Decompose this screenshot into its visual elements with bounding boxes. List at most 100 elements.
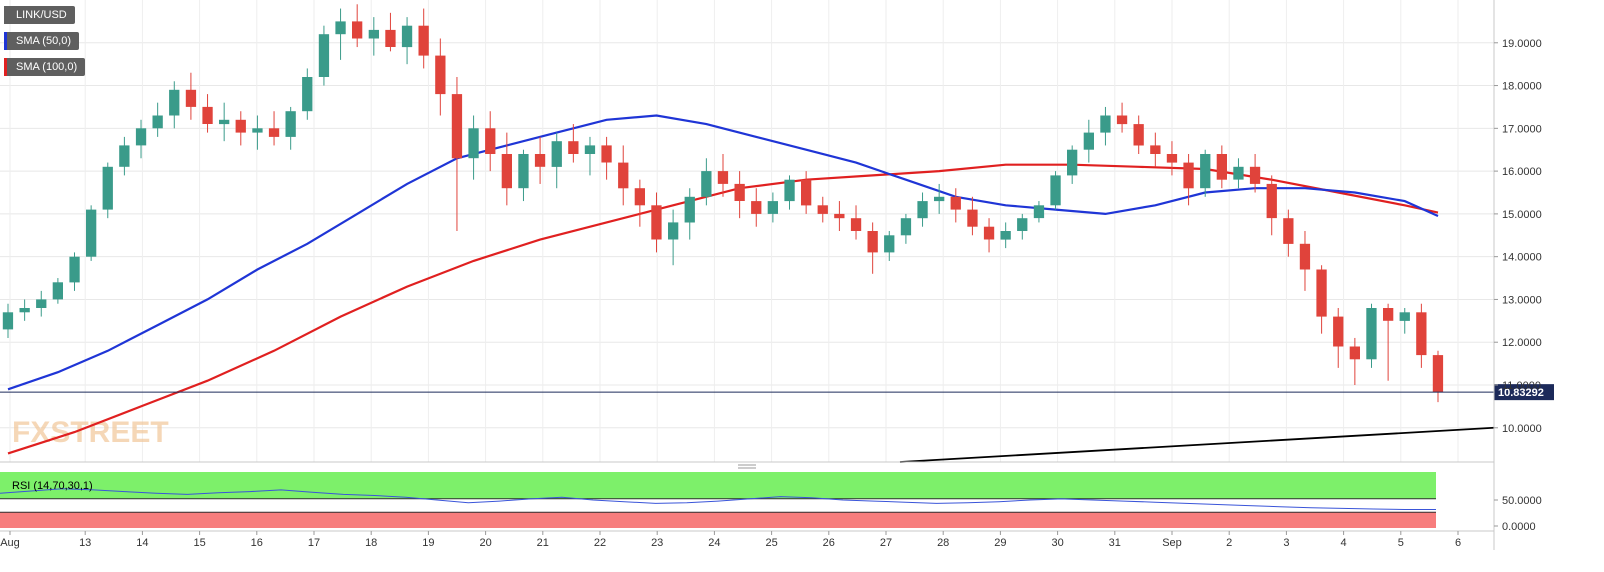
sma100-swatch xyxy=(4,58,7,76)
candle-up xyxy=(318,34,330,77)
x-tick-label: 23 xyxy=(651,537,663,549)
candle-up xyxy=(584,145,596,154)
candle-up xyxy=(468,128,479,159)
y-tick-label: 11.0000 xyxy=(1502,380,1541,392)
candle-down xyxy=(618,162,629,189)
candle-down xyxy=(967,209,978,227)
candle-down xyxy=(983,226,995,240)
candle-down xyxy=(1116,115,1128,125)
candle-down xyxy=(634,188,645,206)
candle-down xyxy=(1183,162,1194,189)
x-tick-label: 5 xyxy=(1398,537,1404,549)
candle-up xyxy=(884,235,895,253)
candle-down xyxy=(435,55,446,95)
candle-up xyxy=(701,171,712,197)
rsi-legend[interactable]: RSI (14,70,30,1) xyxy=(12,480,93,492)
candle-down xyxy=(568,141,579,154)
x-tick-label: 21 xyxy=(537,537,549,549)
candle-down xyxy=(1416,312,1427,356)
sma-50-path xyxy=(7,114,1439,391)
candle-up xyxy=(1233,166,1244,180)
rsi-line xyxy=(0,488,1436,510)
y-tick-label: 14.0000 xyxy=(1502,252,1542,264)
candle-down xyxy=(1383,308,1394,321)
symbol-label: LINK/USD xyxy=(16,9,67,21)
candle-up xyxy=(900,218,912,236)
candle-down xyxy=(1316,269,1327,317)
x-tick-label: 18 xyxy=(365,537,377,549)
current-price-line: 10.83292 xyxy=(0,384,1554,401)
candle-up xyxy=(135,128,147,146)
pane-resize-handle[interactable] xyxy=(738,464,756,469)
candle-up xyxy=(1366,308,1377,360)
sma100-legend[interactable]: SMA (100,0) xyxy=(4,58,86,76)
sma50-swatch xyxy=(4,32,7,50)
y-tick-label: 13.0000 xyxy=(1502,294,1542,306)
sma50-legend[interactable]: SMA (50,0) xyxy=(4,32,80,50)
candle-up xyxy=(1083,132,1094,150)
x-tick-label: 17 xyxy=(308,537,320,549)
candle-up xyxy=(69,256,80,283)
y-tick-label: 12.0000 xyxy=(1502,337,1542,349)
y-tick-label: 10.0000 xyxy=(1502,423,1542,435)
x-tick-label: 15 xyxy=(193,537,205,549)
candle-down xyxy=(850,218,862,231)
x-tick-label: 22 xyxy=(594,537,606,549)
candle-up xyxy=(285,111,296,137)
candle-up xyxy=(1399,312,1410,321)
candle-up xyxy=(36,299,47,308)
candle-down xyxy=(601,145,612,163)
candle-up xyxy=(252,128,263,133)
candle-up xyxy=(1100,115,1111,133)
candle-down xyxy=(751,201,762,214)
candle-down xyxy=(817,205,828,214)
candle-up xyxy=(1017,218,1028,231)
candle-down xyxy=(1299,243,1311,270)
x-tick-label: 13 xyxy=(79,537,91,549)
candle-up xyxy=(1000,231,1011,240)
trendline xyxy=(899,426,1495,463)
main-pane xyxy=(0,0,1494,462)
symbol-legend[interactable]: LINK/USD xyxy=(4,6,75,24)
x-tick-label: 24 xyxy=(708,537,720,549)
candle-down xyxy=(834,213,845,219)
candle-down xyxy=(1216,154,1227,180)
x-tick-label: 4 xyxy=(1341,537,1347,549)
x-tick-label: 30 xyxy=(1051,537,1063,549)
candle-up xyxy=(119,145,130,167)
candle-up xyxy=(784,179,795,202)
rsi-pane: 50.0000 0.0000 xyxy=(0,472,1542,533)
candle-up xyxy=(1200,154,1211,189)
candle-down xyxy=(418,25,429,56)
candle-down xyxy=(202,106,213,124)
candle-down xyxy=(717,171,729,184)
y-axis: 10.0000 11.0000 12.0000 13.0000 14.0000 15.00… xyxy=(1493,0,1542,550)
candle-down xyxy=(1166,154,1178,163)
candle-up xyxy=(335,21,346,35)
x-tick-label: 27 xyxy=(880,537,892,549)
x-tick-label: 16 xyxy=(251,537,263,549)
candle-down xyxy=(1283,218,1294,244)
candle-up xyxy=(1050,175,1061,206)
price-tag-label: 10.83292 xyxy=(1498,387,1544,399)
candle-up xyxy=(684,196,695,223)
candle-up xyxy=(169,89,180,116)
candle-up xyxy=(219,119,230,125)
y-tick-label: 15.0000 xyxy=(1502,209,1542,221)
y-tick-label: 17.0000 xyxy=(1502,123,1542,135)
candle-up xyxy=(1033,205,1045,219)
x-tick-label: 25 xyxy=(765,537,777,549)
y-tick-label: 18.0000 xyxy=(1502,81,1542,93)
candle-up xyxy=(86,209,97,257)
candle-down xyxy=(485,128,496,154)
x-tick-label: 3 xyxy=(1283,537,1289,549)
candle-down xyxy=(352,21,363,39)
candle-up xyxy=(551,141,562,167)
x-tick-label: 29 xyxy=(994,537,1006,549)
x-tick-label: 31 xyxy=(1109,537,1121,549)
candle-down xyxy=(651,205,662,240)
x-tick-label: Aug xyxy=(0,537,20,549)
grid-lines xyxy=(0,0,1494,462)
candle-down xyxy=(734,183,745,201)
